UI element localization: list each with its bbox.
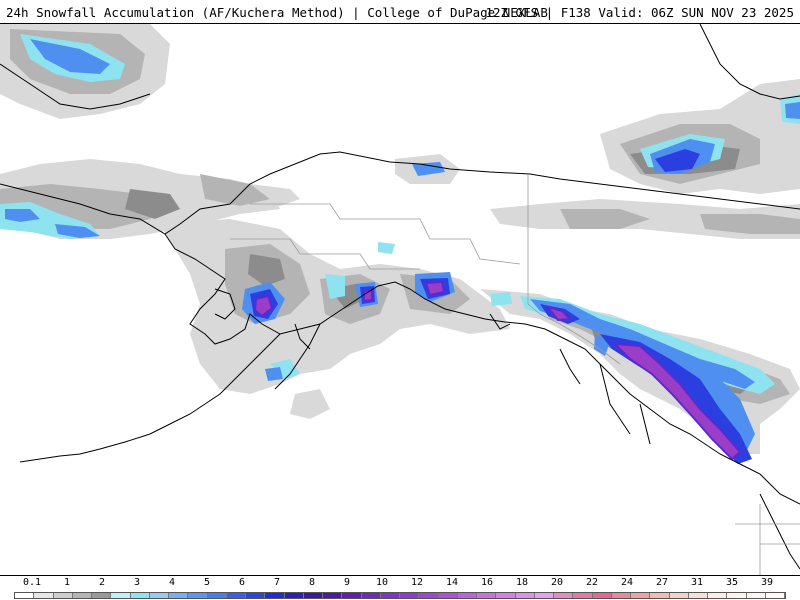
legend-label: 14 <box>445 577 459 588</box>
legend-swatch <box>765 593 785 598</box>
snow-heavy-areas <box>253 280 742 461</box>
legend-swatch <box>207 593 227 598</box>
legend-swatch <box>573 593 593 598</box>
legend-swatch <box>53 593 73 598</box>
legend-label: 0.1 <box>22 577 42 588</box>
legend-swatch <box>323 593 343 598</box>
legend-label: 4 <box>168 577 176 588</box>
legend-swatch <box>631 593 651 598</box>
model-run-info: 12Z GFS | F138 Valid: 06Z SUN NOV 23 202… <box>485 5 794 20</box>
legend-label: 3 <box>133 577 141 588</box>
legend-label: 2 <box>98 577 106 588</box>
legend-swatch <box>688 593 708 598</box>
legend-swatch <box>554 593 574 598</box>
map-title: 24h Snowfall Accumulation (AF/Kuchera Me… <box>6 5 548 20</box>
legend-label: 39 <box>760 577 774 588</box>
legend-label: 8 <box>308 577 316 588</box>
legend-swatch <box>246 593 266 598</box>
legend-swatch <box>284 593 304 598</box>
legend-swatch <box>477 593 497 598</box>
snowfall-map <box>0 24 800 575</box>
legend-label: 5 <box>203 577 211 588</box>
legend-label: 9 <box>343 577 351 588</box>
legend-label: 16 <box>480 577 494 588</box>
legend-label: 20 <box>550 577 564 588</box>
legend-swatch <box>515 593 535 598</box>
legend-label: 18 <box>515 577 529 588</box>
legend-swatch <box>457 593 477 598</box>
legend-swatch <box>650 593 670 598</box>
legend-swatch <box>92 593 112 598</box>
legend-swatch <box>361 593 381 598</box>
legend-swatch <box>400 593 420 598</box>
legend-swatch <box>380 593 400 598</box>
legend-label: 12 <box>410 577 424 588</box>
legend-label: 31 <box>690 577 704 588</box>
legend-swatch <box>149 593 169 598</box>
legend-swatch <box>130 593 150 598</box>
legend-label: 24 <box>620 577 634 588</box>
legend-swatch <box>226 593 246 598</box>
legend-label: 22 <box>585 577 599 588</box>
legend-swatch <box>188 593 208 598</box>
legend-swatch <box>496 593 516 598</box>
legend-swatch <box>169 593 189 598</box>
legend-swatch <box>746 593 766 598</box>
legend-swatch <box>342 593 362 598</box>
legend-swatch <box>534 593 554 598</box>
legend-label: 6 <box>238 577 246 588</box>
legend-swatch <box>592 593 612 598</box>
legend-color-bar <box>14 592 786 599</box>
legend-swatch <box>611 593 631 598</box>
legend-swatch <box>669 593 689 598</box>
legend-swatch <box>419 593 439 598</box>
legend-label: 35 <box>725 577 739 588</box>
coastlines <box>0 24 800 570</box>
legend-swatch <box>34 593 54 598</box>
legend-label: 1 <box>63 577 71 588</box>
header-bar: 24h Snowfall Accumulation (AF/Kuchera Me… <box>0 0 800 24</box>
legend-swatch <box>438 593 458 598</box>
legend-labels: 0.1 1 2 3 4 5 6 7 8 9 10 12 14 16 18 20 … <box>0 577 800 588</box>
legend-label: 27 <box>655 577 669 588</box>
legend-swatch <box>727 593 747 598</box>
legend-swatch <box>708 593 728 598</box>
legend-label: 7 <box>273 577 281 588</box>
legend-swatch <box>15 593 35 598</box>
legend-label: 10 <box>375 577 389 588</box>
legend: 0.1 1 2 3 4 5 6 7 8 9 10 12 14 16 18 20 … <box>0 575 800 600</box>
legend-swatch <box>72 593 92 598</box>
legend-swatch <box>111 593 131 598</box>
legend-swatch <box>303 593 323 598</box>
political-borders <box>230 174 800 575</box>
legend-swatch <box>265 593 285 598</box>
